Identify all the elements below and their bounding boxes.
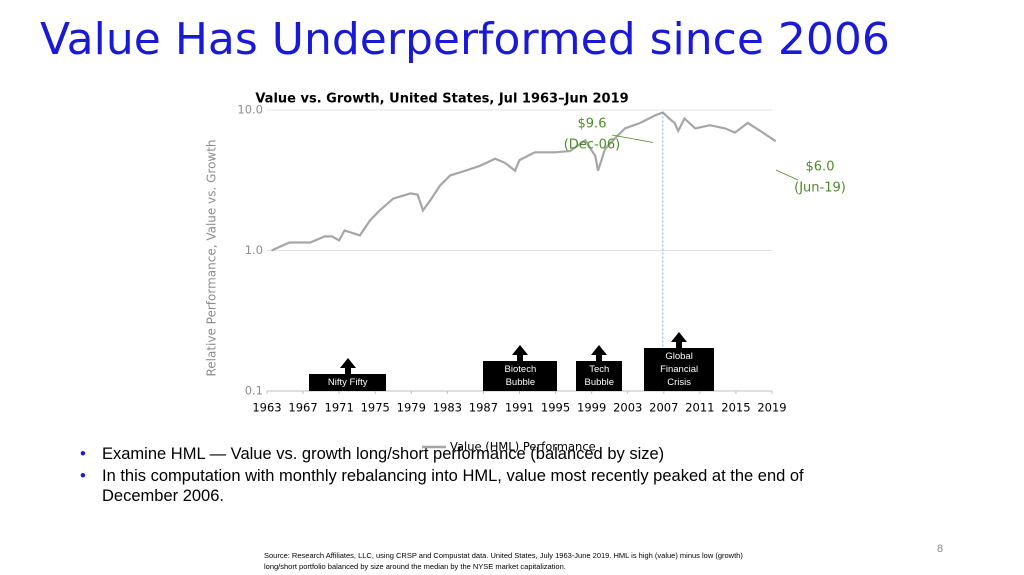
x-tick-label: 1963 [252,401,281,415]
event-box: Biotech Bubble [483,345,558,391]
bullet: In this computation with monthly rebalan… [80,466,820,506]
annotation-date: (Jun-19) [794,181,846,196]
annotation-leader [775,169,799,181]
event-box: Tech Bubble [576,345,623,391]
event-label: Tech Bubble [584,364,615,388]
event-arrow [671,332,688,348]
event-arrow [591,345,608,361]
x-tick-label: 2019 [757,401,786,415]
bullet-list: Examine HML — Value vs. growth long/shor… [80,444,820,508]
x-tick-label: 1971 [325,401,354,415]
x-tick-label: 1999 [577,401,606,415]
annotation-date: (Dec-06) [564,138,621,153]
x-tick-label: 2011 [685,401,714,415]
page-number: 8 [937,543,944,555]
x-tick-label: 1987 [469,401,498,415]
x-tick-label: 2015 [721,401,750,415]
bullet: Examine HML — Value vs. growth long/shor… [80,444,820,464]
event-label: Biotech Bubble [504,364,537,388]
event-arrow [512,345,529,361]
event-arrow [339,358,356,374]
y-tick-label: 0.1 [245,384,263,398]
event-box: Global Financial Crisis [643,332,715,391]
y-tick-label: 10.0 [237,103,263,117]
x-tick-label: 2003 [613,401,642,415]
x-tick-label: 1983 [433,401,462,415]
event-box: Nifty Fifty [309,358,387,391]
annotation-value: $6.0 [806,160,835,175]
annotation-value: $9.6 [578,117,607,132]
x-tick-label: 1991 [505,401,534,415]
event-label: Nifty Fifty [327,377,368,388]
x-tick-label: 2007 [649,401,678,415]
x-tick-label: 1995 [541,401,570,415]
y-tick-label: 1.0 [245,243,263,257]
source-note: Source: Research Affiliates, LLC, using … [264,551,743,571]
slide-title: Value Has Underperformed since 2006 [40,14,890,65]
event-label: Global Financial Crisis [660,351,699,388]
x-tick-label: 1979 [397,401,426,415]
chart-title: Value vs. Growth, United States, Jul 196… [255,92,628,107]
x-tick-label: 1967 [288,401,317,415]
annotation-leader [611,134,653,143]
y-axis-label: Relative Performance, Value vs. Growth [205,139,219,376]
x-tick-label: 1975 [361,401,390,415]
data-line [271,111,777,252]
